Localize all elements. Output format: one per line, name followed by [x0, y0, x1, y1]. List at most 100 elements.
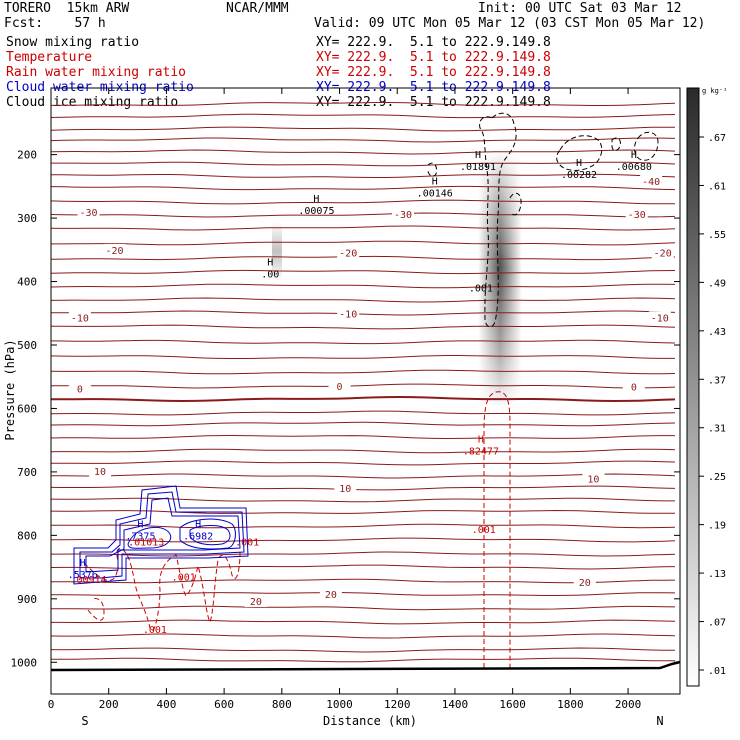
maximum-marker: H [475, 150, 481, 161]
isotherm-line [51, 523, 676, 529]
maximum-marker: H [195, 520, 201, 531]
isotherm-label-bg [392, 207, 415, 220]
maximum-marker: H [313, 194, 319, 205]
isotherm-label-bg [625, 207, 648, 220]
y-tick-label: 300 [17, 212, 37, 225]
rain-low-west-2 [87, 598, 105, 621]
isotherm-label: -30 [79, 208, 97, 219]
isotherm-label: 0 [337, 382, 343, 393]
isotherm-label: 20 [579, 578, 591, 589]
isotherm-label: 20 [325, 590, 337, 601]
snow-plume-small [272, 222, 282, 280]
colorbar-tick-label: .25 [708, 472, 726, 483]
maximum-value: .82477 [463, 447, 499, 458]
rain-water-contours [83, 391, 511, 668]
isotherm-line [50, 126, 675, 132]
isotherm-label: 20 [250, 597, 262, 608]
isotherm-line [51, 551, 676, 557]
isotherm-line [50, 310, 676, 316]
x-tick-label: 2000 [615, 698, 642, 711]
maximum-value: .00075 [298, 206, 334, 217]
x-tick-label: 1600 [499, 698, 526, 711]
maximum-marker: H [478, 435, 484, 446]
org-label: NCAR/MMM [226, 1, 289, 16]
isotherm-line [50, 647, 676, 653]
isotherm-line [50, 383, 676, 389]
colorbar-bar [686, 87, 700, 687]
isotherm-line [50, 633, 676, 639]
field-xy-cloud-ice: XY= 222.9. 5.1 to 222.9.149.8 [316, 95, 551, 110]
isotherm-line [51, 537, 676, 543]
y-tick-label: 400 [17, 276, 37, 289]
x-tick-label: 1200 [384, 698, 411, 711]
y-tick-label: 500 [17, 339, 37, 352]
maximum-value: .7375 [125, 532, 155, 543]
isotherm-line [50, 173, 676, 178]
isotherm-line [50, 149, 676, 155]
ice-contour-east-1 [556, 135, 603, 171]
isotherm-label-bg [244, 594, 267, 607]
cw-contour-3 [85, 497, 241, 573]
cw-contour-6 [189, 525, 231, 546]
isotherm-line [50, 199, 676, 205]
maximum-marker: H [80, 558, 86, 569]
x-end-label-south: S [81, 714, 88, 728]
isotherm-line [50, 434, 675, 440]
colorbar-unit: g kg⁻¹ [702, 87, 727, 95]
colorbar-tick-label: .43 [708, 327, 726, 338]
y-axis-label: Pressure (hPa) [3, 339, 17, 440]
isotherm-line [51, 324, 676, 330]
ground-surface [50, 660, 681, 672]
isotherm-line [50, 509, 676, 514]
isotherm-line [50, 421, 676, 427]
contour-labels: -40 -30 -30 -30 -20 -20 -20 -10 -10 -10 0 0 0 10 10 10 2… [68, 150, 674, 636]
colorbar-tick-label: .31 [708, 424, 726, 435]
colorbar-tick-label: .37 [708, 375, 726, 386]
colorbar-tick-label: .49 [708, 278, 726, 289]
isotherm-line [50, 269, 676, 275]
contour-value-label: .001 [472, 525, 496, 536]
x-tick-label: 0 [48, 698, 55, 711]
snow-shading [272, 150, 522, 405]
isotherm-line [50, 369, 676, 375]
isotherm-line [50, 212, 676, 218]
isotherm-label: -40 [642, 177, 660, 188]
isotherm-line [50, 355, 675, 359]
field-name-cloud-ice: Cloud ice mixing ratio [6, 95, 179, 110]
isotherm-label: 0 [631, 383, 637, 394]
maximum-value: .6982 [183, 532, 213, 543]
x-tick-label: 400 [156, 698, 176, 711]
isotherm-line [51, 619, 676, 625]
isotherm-label-bg [573, 575, 596, 588]
contour-value-label: .001 [235, 538, 259, 549]
init-time: Init: 00 UTC Sat 03 Mar 12 [478, 1, 682, 16]
x-axis-label: Distance (km) [323, 714, 417, 728]
colorbar-tick-label: .13 [708, 569, 726, 580]
field-name-temperature: Temperature [6, 50, 93, 65]
model-title: TORERO 15km ARW [4, 1, 130, 16]
isotherm-label-bg [328, 379, 351, 392]
cw-contour-4 [127, 526, 172, 549]
isotherm-label: 10 [587, 475, 599, 486]
maximum-value: .00680 [616, 162, 652, 173]
isotherm-line [51, 460, 676, 466]
isotherm-line [50, 578, 676, 584]
maximum-marker: H [137, 520, 143, 531]
field-xy-snow: XY= 222.9. 5.1 to 222.9.149.8 [316, 35, 551, 50]
ice-contour-east-3 [611, 137, 621, 151]
isotherm-label-bg [337, 307, 360, 320]
isotherm-line [51, 473, 676, 479]
x-tick-label: 600 [214, 698, 234, 711]
maximum-value: .00 [261, 270, 279, 281]
colorbar-tick-label: .01 [708, 666, 726, 677]
isotherm-label-bg [582, 472, 605, 485]
isotherm-label-bg [622, 380, 645, 393]
isotherm-label-bg [68, 382, 91, 395]
contour-value-label: .001 [172, 572, 196, 583]
colorbar-tick-label: .07 [708, 618, 726, 629]
isotherm-line [50, 225, 676, 231]
cloud-ice-contours [427, 112, 659, 328]
isotherm-line [51, 161, 676, 167]
isotherm-label-bg [334, 482, 357, 495]
